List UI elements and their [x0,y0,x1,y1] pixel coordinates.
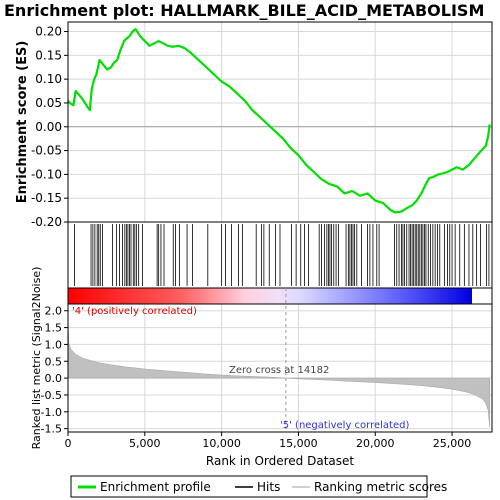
metric-x-tick-label: 5,000 [129,437,161,450]
enrichment-y-tick-label: -0.10 [31,167,62,181]
legend: Enrichment profile Hits Ranking metric s… [70,475,447,498]
metric-y-tick-label: 1.0 [45,338,63,351]
metric-x-tick-label: 25,000 [433,437,472,450]
legend-enrichment-label: Enrichment profile [100,480,211,494]
metric-y-tick-label: 2.0 [45,305,63,318]
ranked-metric-plot-frame [67,303,493,433]
metric-y-tick-label: -1.0 [41,406,62,419]
zero-cross-label: Zero cross at 14182 [229,365,329,376]
legend-metric-label: Ranking metric scores [314,480,447,494]
metric-x-tick-label: 15,000 [279,437,318,450]
enrichment-profile-line [67,28,491,214]
ranked-metric-y-axis-label: Ranked list metric (Signal2Noise) [30,267,43,450]
hits-panel [74,224,490,286]
ranking-metric-area [67,319,490,427]
enrichment-y-tick-label: -0.20 [31,215,62,229]
chart-title: Enrichment plot: HALLMARK_BILE_ACID_META… [4,1,484,20]
ranking-heat-bar [68,288,472,304]
enrichment-y-tick-label: -0.15 [31,191,62,205]
metric-x-tick-label: 0 [65,437,72,450]
metric-y-tick-label: 0.5 [45,355,63,368]
legend-hits-label: Hits [257,480,280,494]
positive-correlation-label: '4' (positively correlated) [72,306,197,317]
ranked-metric-x-axis-label: Rank in Ordered Dataset [206,454,354,468]
enrichment-y-tick-label: 0.05 [35,96,62,110]
enrichment-y-tick-label: 0.15 [35,48,62,62]
enrichment-y-tick-label: 0.20 [35,25,62,39]
ranked-metric-panel: -1.5 -1.0 -0.5 0.0 0.5 1.0 1.5 2.0 0 5,000 10,000 1… [41,288,492,450]
metric-y-tick-label: 0.0 [45,372,63,385]
metric-x-tick-label: 20,000 [356,437,395,450]
metric-y-tick-label: 1.5 [45,322,63,335]
enrichment-y-tick-label: 0.10 [35,72,62,86]
metric-x-tick-label: 10,000 [202,437,241,450]
enrichment-y-tick-label: 0.00 [35,120,62,134]
enrichment-plot-frame [67,21,493,223]
metric-y-tick-label: -1.5 [41,423,62,436]
enrichment-y-tick-label: -0.05 [31,144,62,158]
negative-correlation-label: '5' (negatively correlated) [280,420,409,431]
metric-y-tick-label: -0.5 [41,389,62,402]
enrichment-y-axis-label: Enrichment score (ES) [15,41,30,204]
enrichment-panel: -0.20 -0.15 -0.10 -0.05 0.00 0.05 0.10 0.15 0.20 [31,22,492,229]
